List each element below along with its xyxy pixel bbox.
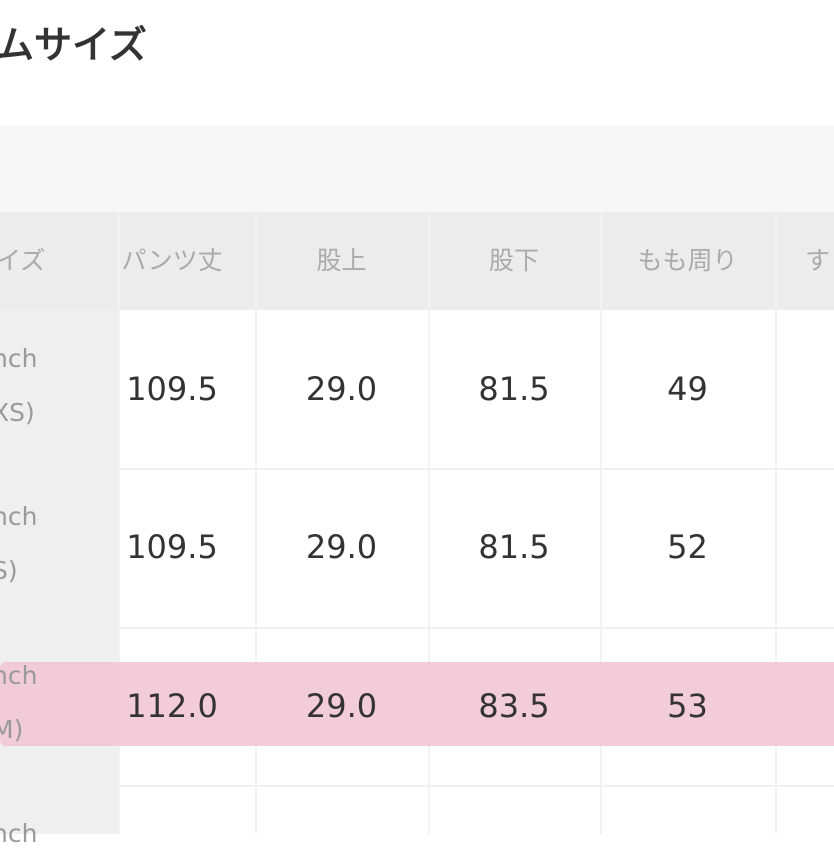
header-inseam: 股下 bbox=[488, 246, 539, 275]
table-cell: 29.0 bbox=[305, 687, 378, 725]
table-cell: 49 bbox=[667, 370, 708, 408]
page-title: ムサイズ bbox=[0, 23, 147, 67]
table-header bbox=[0, 212, 834, 310]
size-label: M) bbox=[0, 715, 24, 744]
table-cell: 81.5 bbox=[478, 370, 550, 408]
size-label: XS) bbox=[0, 398, 35, 427]
divider bbox=[118, 468, 834, 470]
divider bbox=[428, 212, 430, 834]
size-label: nch bbox=[0, 344, 38, 373]
size-label: S) bbox=[0, 556, 18, 585]
divider bbox=[775, 212, 777, 834]
table-cell: 53 bbox=[667, 687, 708, 725]
table-cell: 109.5 bbox=[126, 528, 218, 566]
header-thigh: もも周り bbox=[637, 246, 738, 275]
table-caption-band bbox=[0, 125, 834, 212]
table-cell: 29.0 bbox=[305, 370, 378, 408]
highlight-mark bbox=[0, 662, 834, 746]
table-cell: 83.5 bbox=[478, 687, 550, 725]
divider bbox=[600, 212, 602, 834]
table-cell: 81.5 bbox=[478, 528, 550, 566]
table-cell: 29.0 bbox=[305, 528, 378, 566]
table-cell: 112.0 bbox=[126, 687, 218, 725]
table-cell: 52 bbox=[667, 528, 708, 566]
table-cell: 109.5 bbox=[126, 370, 218, 408]
header-rise: 股上 bbox=[316, 246, 367, 275]
divider bbox=[255, 212, 257, 834]
header-size: イズ bbox=[0, 246, 46, 275]
divider bbox=[118, 627, 834, 629]
size-column bbox=[0, 310, 118, 834]
divider bbox=[118, 212, 120, 834]
size-label: nch bbox=[0, 661, 38, 690]
size-label: nch bbox=[0, 502, 38, 531]
header-length: パンツ丈 bbox=[121, 246, 223, 275]
size-label: nch bbox=[0, 819, 38, 848]
divider bbox=[118, 785, 834, 787]
header-hem: す bbox=[805, 246, 831, 275]
